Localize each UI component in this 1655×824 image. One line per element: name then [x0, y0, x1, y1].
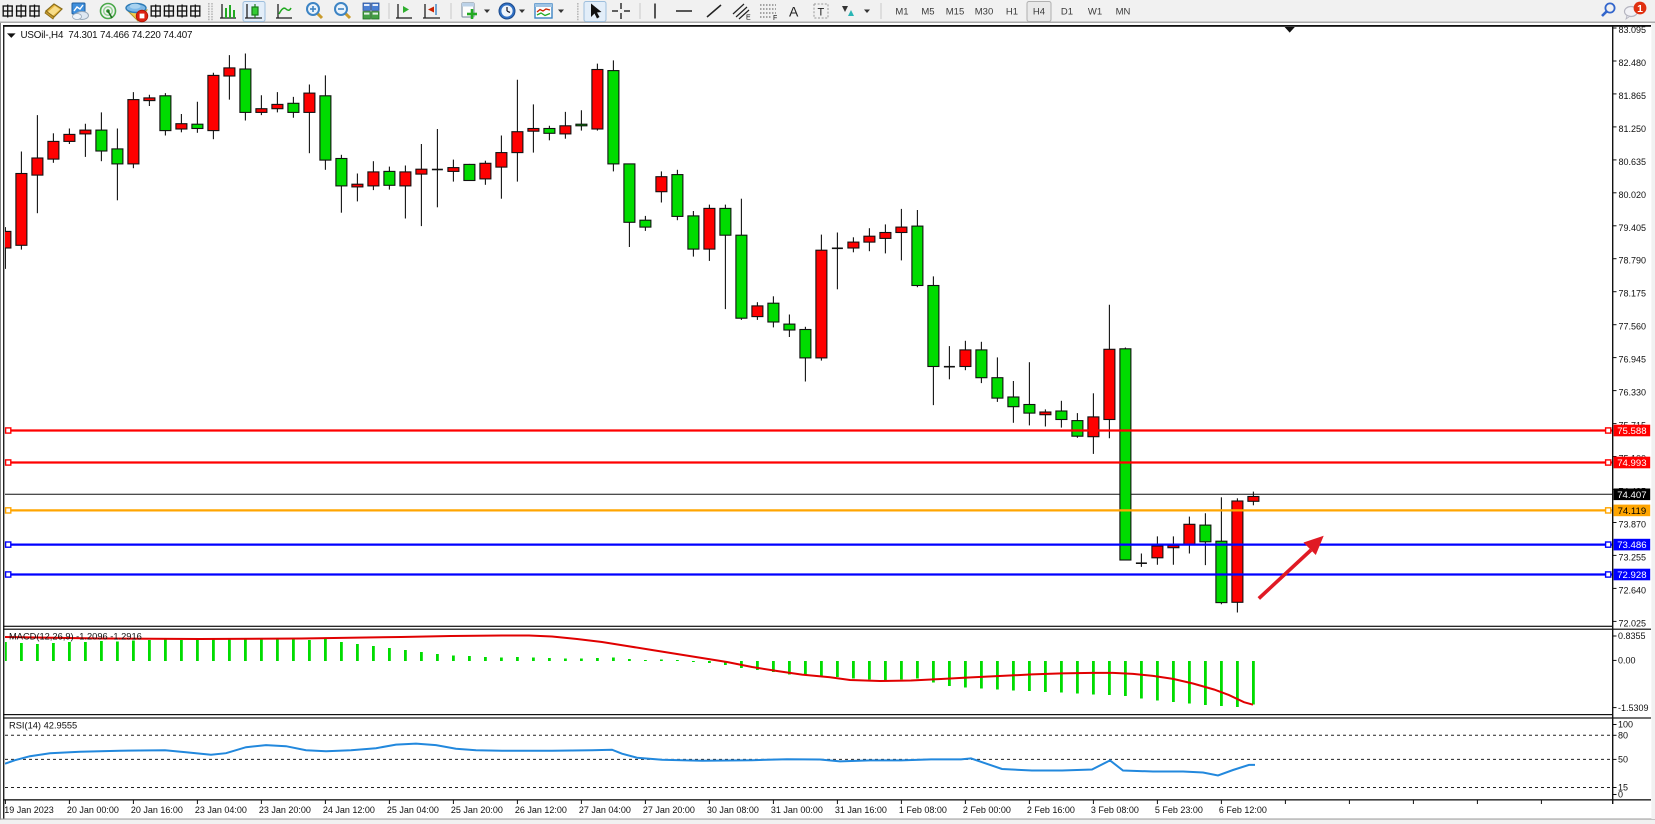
svg-text:23 Jan 04:00: 23 Jan 04:00 — [195, 805, 247, 815]
svg-text:77.560: 77.560 — [1618, 322, 1646, 332]
svg-text:74.407: 74.407 — [1617, 490, 1646, 501]
svg-text:M5: M5 — [921, 7, 934, 18]
svg-text:72.025: 72.025 — [1618, 618, 1646, 628]
svg-text:73.255: 73.255 — [1618, 552, 1646, 562]
svg-text:3 Feb 08:00: 3 Feb 08:00 — [1091, 805, 1139, 815]
svg-text:80.020: 80.020 — [1618, 190, 1646, 200]
svg-text:27 Jan 04:00: 27 Jan 04:00 — [579, 805, 631, 815]
svg-text:-1.5309: -1.5309 — [1618, 703, 1649, 713]
svg-text:1: 1 — [1637, 3, 1643, 15]
svg-text:74.993: 74.993 — [1617, 458, 1646, 469]
svg-text:27 Jan 20:00: 27 Jan 20:00 — [643, 805, 695, 815]
svg-text:1 Feb 08:00: 1 Feb 08:00 — [899, 805, 947, 815]
svg-text:72.928: 72.928 — [1617, 570, 1646, 581]
svg-text:25 Jan 04:00: 25 Jan 04:00 — [387, 805, 439, 815]
svg-text:RSI(14) 42.9555: RSI(14) 42.9555 — [9, 721, 77, 731]
svg-text:31 Jan 16:00: 31 Jan 16:00 — [835, 805, 887, 815]
svg-text:F: F — [773, 15, 777, 22]
svg-text:80: 80 — [1618, 731, 1628, 741]
svg-text:0.00: 0.00 — [1618, 656, 1636, 666]
svg-text:81.250: 81.250 — [1618, 124, 1646, 134]
svg-text:MACD(12,26,9) -1.2096 -1.2916: MACD(12,26,9) -1.2096 -1.2916 — [9, 632, 142, 642]
svg-text:15: 15 — [1618, 783, 1628, 793]
svg-text:H4: H4 — [1033, 7, 1045, 18]
svg-text:78.175: 78.175 — [1618, 289, 1646, 299]
svg-text:USOil-,H4 74.301 74.466 74.22: USOil-,H4 74.301 74.466 74.220 74.407 — [21, 30, 193, 41]
svg-text:W1: W1 — [1088, 7, 1102, 18]
svg-text:2 Feb 00:00: 2 Feb 00:00 — [963, 805, 1011, 815]
svg-text:72.640: 72.640 — [1618, 585, 1646, 595]
svg-text:23 Jan 20:00: 23 Jan 20:00 — [259, 805, 311, 815]
svg-text:75.588: 75.588 — [1617, 426, 1646, 437]
svg-text:73.870: 73.870 — [1618, 520, 1646, 530]
svg-text:MN: MN — [1116, 7, 1131, 18]
svg-text:81.865: 81.865 — [1618, 91, 1646, 101]
svg-text:A: A — [789, 4, 799, 20]
svg-text:76.330: 76.330 — [1618, 388, 1646, 398]
svg-text:19 Jan 2023: 19 Jan 2023 — [4, 805, 54, 815]
svg-text:50: 50 — [1618, 755, 1628, 765]
svg-text:T: T — [818, 7, 825, 19]
svg-text:0: 0 — [1618, 790, 1623, 800]
svg-text:20 Jan 00:00: 20 Jan 00:00 — [67, 805, 119, 815]
svg-text:80.635: 80.635 — [1618, 157, 1646, 167]
svg-text:20 Jan 16:00: 20 Jan 16:00 — [131, 805, 183, 815]
svg-text:26 Jan 12:00: 26 Jan 12:00 — [515, 805, 567, 815]
svg-text:78.790: 78.790 — [1618, 256, 1646, 266]
svg-text:M30: M30 — [975, 7, 993, 18]
svg-text:24 Jan 12:00: 24 Jan 12:00 — [323, 805, 375, 815]
svg-text:83.095: 83.095 — [1618, 25, 1646, 35]
svg-text:2 Feb 16:00: 2 Feb 16:00 — [1027, 805, 1075, 815]
svg-text:73.486: 73.486 — [1617, 540, 1646, 551]
svg-text:79.405: 79.405 — [1618, 223, 1646, 233]
svg-text:74.119: 74.119 — [1618, 506, 1647, 517]
svg-text:31 Jan 00:00: 31 Jan 00:00 — [771, 805, 823, 815]
svg-text:82.480: 82.480 — [1618, 58, 1646, 68]
svg-text:76.945: 76.945 — [1618, 355, 1646, 365]
svg-text:M1: M1 — [895, 7, 908, 18]
svg-text:5 Feb 23:00: 5 Feb 23:00 — [1155, 805, 1203, 815]
svg-text:30 Jan 08:00: 30 Jan 08:00 — [707, 805, 759, 815]
svg-text:25 Jan 20:00: 25 Jan 20:00 — [451, 805, 503, 815]
svg-text:E: E — [746, 15, 751, 22]
svg-text:6 Feb 12:00: 6 Feb 12:00 — [1219, 805, 1267, 815]
svg-text:M15: M15 — [946, 7, 964, 18]
svg-text:D1: D1 — [1061, 7, 1073, 18]
svg-text:100: 100 — [1618, 720, 1633, 730]
svg-text:H1: H1 — [1006, 7, 1018, 18]
svg-text:0.8355: 0.8355 — [1618, 631, 1646, 641]
